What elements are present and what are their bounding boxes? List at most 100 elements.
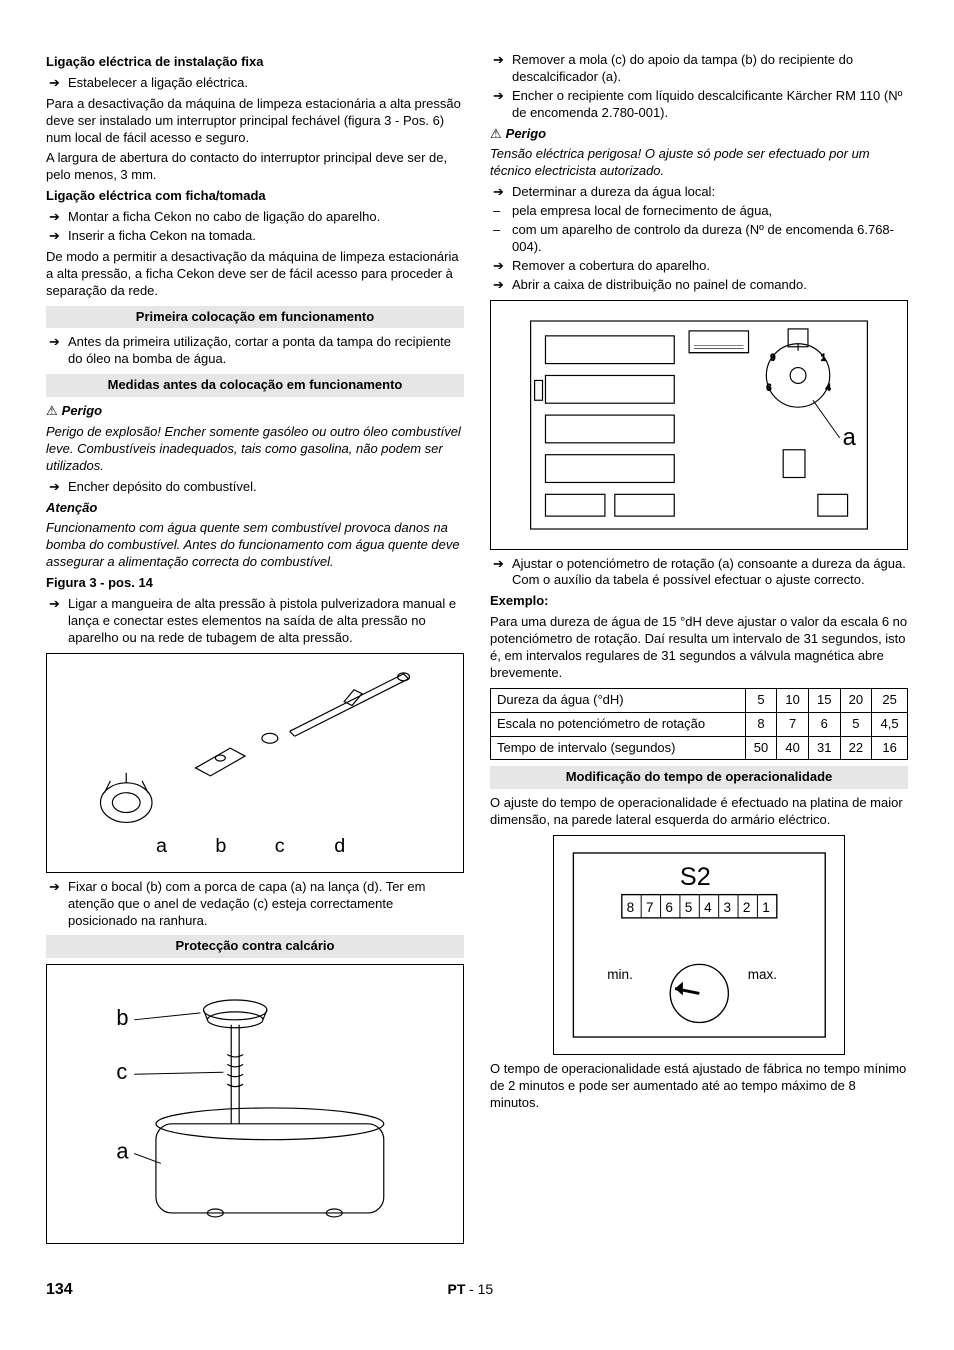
- table-row: Escala no potenciómetro de rotação 8 7 6…: [491, 712, 908, 736]
- list-item: ➔ Abrir a caixa de distribuição no paine…: [490, 277, 908, 294]
- list-item-text: Encher depósito do combustível.: [68, 479, 464, 496]
- danger-label: ⚠Perigo: [490, 126, 908, 143]
- figure-ref: Figura 3 - pos. 14: [46, 575, 464, 592]
- attention-label: Atenção: [46, 500, 464, 517]
- arrow-icon: ➔: [46, 228, 68, 245]
- list-item: ➔ Ligar a mangueira de alta pressão à pi…: [46, 596, 464, 647]
- svg-text:8: 8: [626, 900, 634, 915]
- section-limescale: Protecção contra calcário: [46, 935, 464, 958]
- list-item: ➔ Inserir a ficha Cekon na tomada.: [46, 228, 464, 245]
- body-text: A largura de abertura do contacto do int…: [46, 150, 464, 184]
- arrow-icon: ➔: [490, 184, 512, 201]
- figure-control-panel: 1 4 9 6 a: [490, 300, 908, 550]
- example-text: Para uma dureza de água de 15 °dH deve a…: [490, 614, 908, 682]
- dash-icon: –: [490, 203, 512, 220]
- svg-text:1: 1: [762, 900, 770, 915]
- table-cell: 25: [872, 688, 908, 712]
- example-label: Exemplo:: [490, 593, 908, 610]
- list-item-text: Remover a cobertura do aparelho.: [512, 258, 908, 275]
- list-item-text: Abrir a caixa de distribuição no painel …: [512, 277, 908, 294]
- label-c: c: [116, 1060, 127, 1085]
- table-cell: Dureza da água (°dH): [491, 688, 746, 712]
- table-cell: 5: [840, 712, 872, 736]
- list-item-text: Ligar a mangueira de alta pressão à pist…: [68, 596, 464, 647]
- body-text: De modo a permitir a desactivação da máq…: [46, 249, 464, 300]
- list-item: – pela empresa local de fornecimento de …: [490, 203, 908, 220]
- arrow-icon: ➔: [46, 479, 68, 496]
- table-cell: 20: [840, 688, 872, 712]
- danger-text: Tensão eléctrica perigosa! O ajuste só p…: [490, 146, 908, 180]
- label-b: b: [215, 835, 226, 857]
- svg-text:6: 6: [665, 900, 673, 915]
- label-a: a: [156, 835, 168, 857]
- list-item: ➔ Fixar o bocal (b) com a porca de capa …: [46, 879, 464, 930]
- section-before-startup: Medidas antes da colocação em funcioname…: [46, 374, 464, 397]
- list-item-text: com um aparelho de controlo da dureza (N…: [512, 222, 908, 256]
- arrow-icon: ➔: [46, 596, 68, 647]
- arrow-icon: ➔: [490, 556, 512, 590]
- table-cell: 6: [808, 712, 840, 736]
- arrow-icon: ➔: [46, 209, 68, 226]
- svg-text:7: 7: [646, 900, 654, 915]
- arrow-icon: ➔: [46, 879, 68, 930]
- list-item: ➔ Montar a ficha Cekon no cabo de ligaçã…: [46, 209, 464, 226]
- svg-text:5: 5: [684, 900, 692, 915]
- label-a: a: [843, 423, 857, 450]
- footer-lang: PT - 15: [448, 1280, 494, 1299]
- list-item-text: Montar a ficha Cekon no cabo de ligação …: [68, 209, 464, 226]
- list-item-text: Encher o recipiente com líquido descalci…: [512, 88, 908, 122]
- svg-text:6: 6: [766, 382, 771, 392]
- body-text: Para a desactivação da máquina de limpez…: [46, 96, 464, 147]
- svg-text:4: 4: [826, 382, 831, 392]
- svg-text:1: 1: [821, 352, 826, 362]
- table-cell: 4,5: [872, 712, 908, 736]
- svg-text:min.: min.: [607, 967, 633, 982]
- table-cell: Escala no potenciómetro de rotação: [491, 712, 746, 736]
- attention-text: Funcionamento com água quente sem combus…: [46, 520, 464, 571]
- warning-icon: ⚠: [490, 126, 502, 143]
- list-item-text: Ajustar o potenciómetro de rotação (a) c…: [512, 556, 908, 590]
- section-first-startup: Primeira colocação em funcionamento: [46, 306, 464, 329]
- danger-label: ⚠Perigo: [46, 403, 464, 420]
- svg-text:max.: max.: [747, 967, 776, 982]
- arrow-icon: ➔: [490, 258, 512, 275]
- arrow-icon: ➔: [46, 334, 68, 368]
- list-item: ➔ Remover a cobertura do aparelho.: [490, 258, 908, 275]
- label-c: c: [275, 835, 285, 857]
- heading-plug-socket: Ligação eléctrica com ficha/tomada: [46, 188, 464, 205]
- table-cell: 16: [872, 736, 908, 760]
- table-cell: 22: [840, 736, 872, 760]
- list-item: ➔ Ajustar o potenciómetro de rotação (a)…: [490, 556, 908, 590]
- figure-dip-switch: S2 8 7 6: [553, 835, 846, 1055]
- list-item-text: Remover a mola (c) do apoio da tampa (b)…: [512, 52, 908, 86]
- danger-text: Perigo de explosão! Encher somente gasól…: [46, 424, 464, 475]
- arrow-icon: ➔: [46, 75, 68, 92]
- two-column-layout: Ligação eléctrica de instalação fixa ➔ E…: [46, 50, 908, 1250]
- svg-text:S2: S2: [680, 863, 711, 891]
- table-cell: 31: [808, 736, 840, 760]
- table-cell: 40: [777, 736, 809, 760]
- page-footer: 134 PT - 15: [46, 1280, 908, 1301]
- svg-text:3: 3: [723, 900, 731, 915]
- list-item-text: Determinar a dureza da água local:: [512, 184, 908, 201]
- svg-text:9: 9: [770, 352, 775, 362]
- right-column: ➔ Remover a mola (c) do apoio da tampa (…: [490, 50, 908, 1250]
- table-row: Dureza da água (°dH) 5 10 15 20 25: [491, 688, 908, 712]
- figure-nozzle: a b c d: [46, 653, 464, 873]
- list-item: ➔ Encher o recipiente com líquido descal…: [490, 88, 908, 122]
- label-b: b: [116, 1005, 128, 1030]
- arrow-icon: ➔: [490, 88, 512, 122]
- dash-icon: –: [490, 222, 512, 256]
- table-cell: 5: [745, 688, 777, 712]
- table-cell: Tempo de intervalo (segundos): [491, 736, 746, 760]
- arrow-icon: ➔: [490, 52, 512, 86]
- section-runtime: Modificação do tempo de operacionalidade: [490, 766, 908, 789]
- table-cell: 10: [777, 688, 809, 712]
- label-a: a: [116, 1139, 129, 1164]
- list-item: ➔ Remover a mola (c) do apoio da tampa (…: [490, 52, 908, 86]
- table-cell: 50: [745, 736, 777, 760]
- left-column: Ligação eléctrica de instalação fixa ➔ E…: [46, 50, 464, 1250]
- warning-icon: ⚠: [46, 403, 58, 420]
- table-row: Tempo de intervalo (segundos) 50 40 31 2…: [491, 736, 908, 760]
- list-item-text: pela empresa local de fornecimento de ág…: [512, 203, 772, 220]
